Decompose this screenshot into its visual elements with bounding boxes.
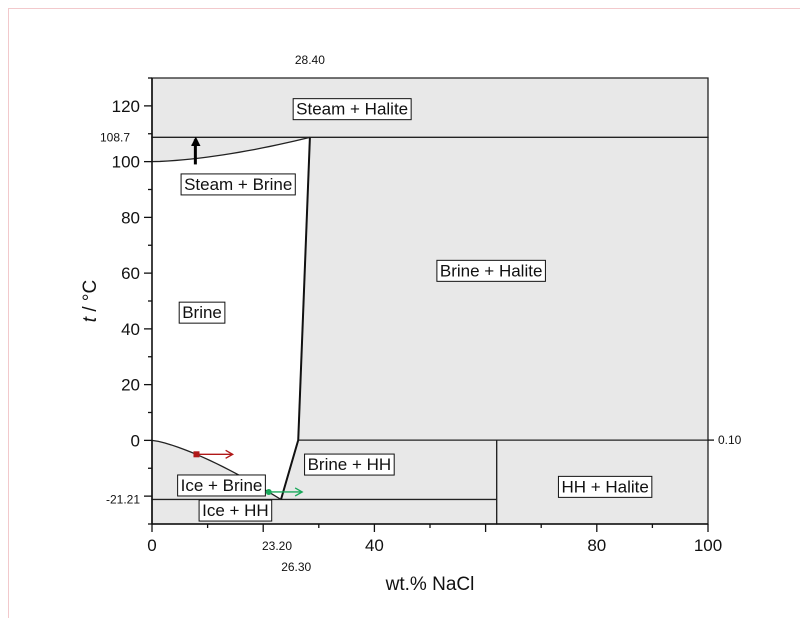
red-arrow-head — [225, 449, 235, 459]
region-label-brine-halite: Brine + Halite — [440, 261, 543, 280]
x-tick-label: 40 — [365, 536, 384, 555]
region-label-brine-halite-box — [436, 259, 546, 282]
region-label-brine: Brine — [182, 303, 222, 322]
halite-liquidus-line — [280, 137, 311, 500]
red-arrow-marker — [193, 451, 200, 458]
region-label-ice-hh: Ice + HH — [202, 501, 269, 520]
y-tick-label: 40 — [121, 320, 140, 339]
region-label-ice-brine-box — [177, 474, 266, 497]
region-label-brine-hh-box — [304, 453, 395, 476]
y-tick-label: 120 — [112, 97, 140, 116]
region-label-ice-hh-box — [198, 499, 273, 522]
label-0-10: 0.10 — [718, 433, 742, 447]
y-tick-label: 80 — [121, 208, 140, 227]
green-arrow-marker — [265, 488, 272, 495]
y-tick-label: 60 — [121, 264, 140, 283]
region-label-steam-brine: Steam + Brine — [184, 175, 292, 194]
figure-frame — [8, 8, 800, 618]
region-steam-brine — [151, 136, 311, 163]
y-tick-label: 0 — [131, 431, 140, 450]
region-label-steam-halite: Steam + Halite — [296, 100, 408, 119]
y-tick-label: 100 — [112, 153, 140, 172]
green-arrow-head — [294, 487, 304, 497]
label-28-40: 28.40 — [295, 53, 325, 67]
label-23-20: 23.20 — [262, 539, 292, 553]
y-tick-label: 20 — [121, 376, 140, 395]
region-label-hh-halite-box — [557, 475, 653, 498]
x-axis-title: wt.% NaCl — [385, 574, 475, 595]
region-label-ice-brine: Ice + Brine — [181, 476, 263, 495]
x-tick-label: 0 — [147, 536, 156, 555]
label-26-30: 26.30 — [281, 560, 311, 574]
region-brine-halite — [297, 136, 709, 441]
y-axis-title: t / °C — [80, 280, 101, 322]
x-tick-label: 100 — [694, 536, 722, 555]
x-tick-label: 80 — [587, 536, 606, 555]
black-arrow-head — [191, 137, 201, 147]
region-label-brine-box — [178, 301, 226, 324]
region-label-brine-hh: Brine + HH — [308, 455, 392, 474]
label-108-7: 108.7 — [100, 130, 130, 144]
region-steam-halite — [151, 77, 709, 139]
region-label-steam-halite-box — [292, 98, 412, 121]
label-neg-21-21: -21.21 — [106, 492, 140, 506]
region-label-hh-halite: HH + Halite — [561, 477, 648, 496]
region-label-steam-brine-box — [180, 173, 296, 196]
